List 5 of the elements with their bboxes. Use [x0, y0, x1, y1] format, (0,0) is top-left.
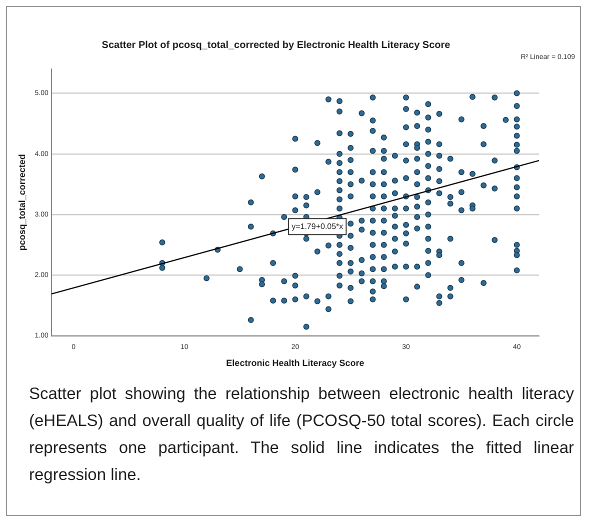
- chart-title: Scatter Plot of pcosq_total_corrected by Electronic Health Literacy Score: [102, 40, 451, 51]
- x-axis-title: Electronic Health Literacy Score: [226, 358, 364, 368]
- y-axis-title: pcosq_total_corrected: [16, 154, 27, 251]
- text: Scatter plot showing the relationship between electronic health literacy (eHEALS) and overall quality of life (PCOSQ-50 total scores). Each circle represents one participant. The solid line indicates the fitted linear regression line.: [29, 384, 574, 486]
- annotation: y=1.79+0.05*x: [292, 222, 344, 231]
